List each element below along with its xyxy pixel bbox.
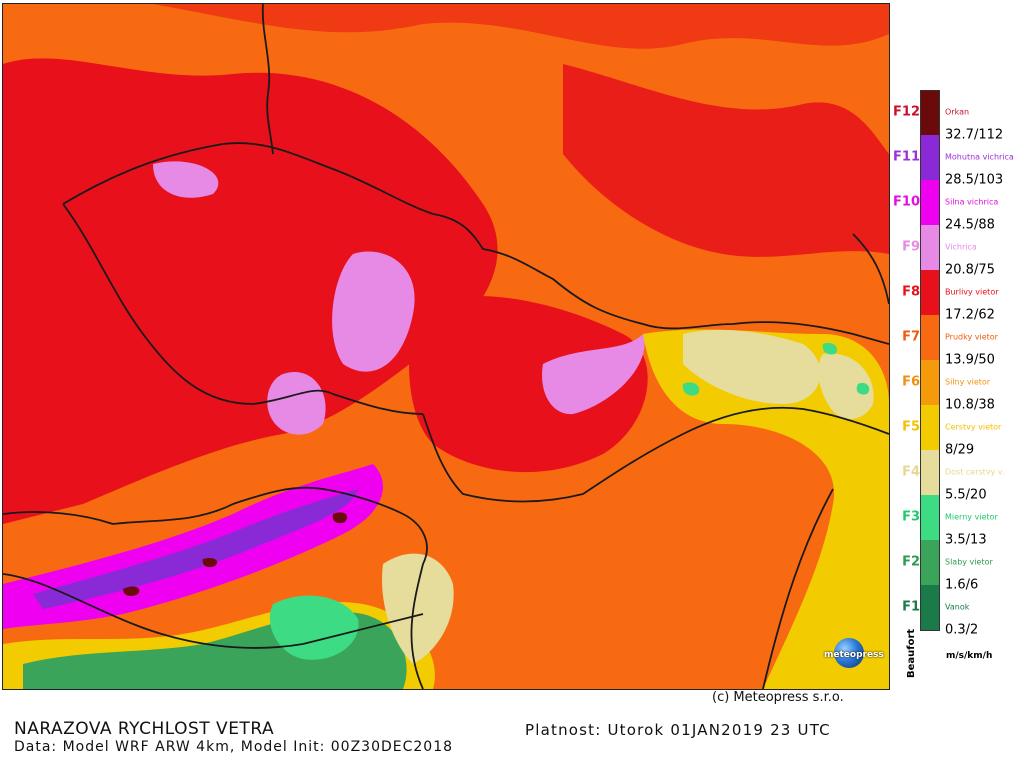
legend-category-name: Mierny vietor	[945, 512, 998, 522]
legend-swatch-f2	[920, 540, 940, 585]
region-f9-patch-a	[267, 372, 326, 435]
legend-beaufort-f7: F7	[902, 329, 920, 345]
legend-category-name: Burlivy vietor	[945, 287, 999, 297]
legend-swatch-f4	[920, 450, 940, 495]
legend-beaufort-f3: F3	[902, 509, 920, 525]
legend-category-name: Silna vichrica	[945, 197, 999, 207]
legend-beaufort-f11: F11	[893, 149, 920, 165]
legend-threshold: 32.7/112	[945, 127, 1004, 143]
legend-threshold: 28.5/103	[945, 172, 1004, 188]
region-f3-south	[269, 595, 359, 660]
legend-category-name: Silny vietor	[945, 377, 991, 387]
meteopress-logo: meteopress	[824, 638, 884, 674]
region-f4-east-b	[818, 353, 874, 419]
region-f8-poland	[563, 64, 889, 257]
wind-gust-map	[2, 3, 890, 690]
legend-beaufort-f2: F2	[902, 554, 920, 570]
region-f9-slovakia	[542, 334, 645, 415]
legend-category-name: Dost cerstvy v.	[945, 467, 1005, 477]
validity-time: Platnost: Utorok 01JAN2019 23 UTC	[525, 721, 831, 739]
map-title: NARAZOVA RYCHLOST VETRA	[14, 719, 275, 739]
logo-text: meteopress	[824, 650, 884, 660]
legend-category-name: Orkan	[945, 107, 970, 117]
legend-category-name: Vanok	[945, 602, 970, 612]
region-f11-alps	[33, 489, 358, 609]
wind-scale-legend: F12 Orkan F11 Mohutna vichrica F10 Silna vich…	[890, 88, 1024, 678]
region-f5-east	[643, 329, 889, 689]
legend-threshold: 1.6/6	[945, 577, 979, 593]
legend-swatch-f3	[920, 495, 940, 540]
legend-threshold: 24.5/88	[945, 217, 995, 233]
legend-swatch-f12	[920, 90, 940, 135]
legend-category-name: Vichrica	[945, 242, 977, 252]
legend-swatch-f11	[920, 135, 940, 180]
legend-category-name: Mohutna vichrica	[945, 152, 1014, 162]
copyright: (c) Meteopress s.r.o.	[712, 690, 844, 705]
region-f4-east	[683, 329, 821, 404]
legend-beaufort-f8: F8	[902, 284, 920, 300]
legend-units: m/s/km/h	[946, 651, 993, 661]
legend-beaufort-f10: F10	[893, 194, 920, 210]
legend-threshold: 20.8/75	[945, 262, 995, 278]
region-f4-south	[382, 553, 454, 664]
legend-beaufort-f6: F6	[902, 374, 920, 390]
map-subtitle: Data: Model WRF ARW 4km, Model Init: 00Z…	[14, 739, 454, 755]
legend-threshold: 3.5/13	[945, 532, 987, 548]
region-f9-patch-b	[153, 161, 219, 198]
legend-swatch-f5	[920, 405, 940, 450]
legend-swatch-f9	[920, 225, 940, 270]
legend-threshold: 13.9/50	[945, 352, 995, 368]
legend-category-name: Prudky vietor	[945, 332, 998, 342]
country-borders	[3, 4, 889, 689]
region-f9-center	[332, 251, 415, 372]
beaufort-axis-label: Beaufort	[906, 628, 917, 678]
legend-threshold: 0.3/2	[945, 622, 979, 638]
legend-category-name: Cerstvy vietor	[945, 422, 1002, 432]
legend-swatch-f8	[920, 270, 940, 315]
legend-beaufort-f12: F12	[893, 104, 920, 120]
legend-threshold: 5.5/20	[945, 487, 987, 503]
legend-threshold: 8/29	[945, 442, 975, 458]
legend-swatch-f7	[920, 315, 940, 360]
region-f8-west	[3, 58, 498, 524]
legend-category-name: Slaby vietor	[945, 557, 993, 567]
region-f8-slovakia	[409, 295, 648, 473]
legend-threshold: 17.2/62	[945, 307, 995, 323]
legend-beaufort-f9: F9	[902, 239, 920, 255]
legend-beaufort-f1: F1	[902, 599, 920, 615]
legend-swatch-f10	[920, 180, 940, 225]
region-north-strip	[153, 4, 889, 49]
legend-swatch-f6	[920, 360, 940, 405]
legend-beaufort-f5: F5	[902, 419, 920, 435]
legend-threshold: 10.8/38	[945, 397, 995, 413]
legend-swatch-f1	[920, 585, 940, 630]
legend-beaufort-f4: F4	[902, 464, 920, 480]
globe-icon	[834, 638, 864, 668]
map-canvas	[3, 4, 889, 689]
